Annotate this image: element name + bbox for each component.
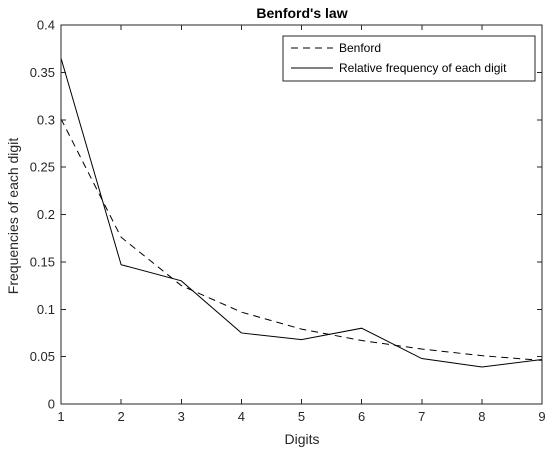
x-tick-label: 7 xyxy=(418,409,425,424)
x-tick-label: 6 xyxy=(358,409,365,424)
x-tick-label: 3 xyxy=(178,409,185,424)
x-axis-title: Digits xyxy=(284,431,319,447)
x-tick-label: 8 xyxy=(478,409,485,424)
y-tick-label: 0.25 xyxy=(30,160,55,175)
y-tick-label: 0.3 xyxy=(37,112,55,127)
legend: Benford Relative frequency of each digit xyxy=(282,35,536,82)
legend-label: Relative frequency of each digit xyxy=(339,61,507,75)
legend-label: Benford xyxy=(339,41,381,55)
x-tick-label: 4 xyxy=(238,409,245,424)
x-tick-label: 2 xyxy=(118,409,125,424)
plot-frame xyxy=(60,24,543,405)
x-tick-label: 5 xyxy=(298,409,305,424)
y-axis-title: Frequencies of each digit xyxy=(5,138,21,295)
plot-area xyxy=(60,58,543,368)
series-line-benford xyxy=(60,118,543,361)
x-tick-label: 1 xyxy=(57,409,64,424)
chart-title: Benford's law xyxy=(256,5,347,21)
series-line-relative-frequency xyxy=(60,58,543,368)
y-tick-label: 0.05 xyxy=(30,349,55,364)
y-tick-label: 0 xyxy=(48,397,55,412)
y-tick-label: 0.4 xyxy=(37,18,55,33)
axes: 1 2 3 4 5 6 7 8 9 0 0.05 0.1 0.15 0.2 0.25 0.3 0.35 0.4 xyxy=(30,18,546,425)
legend-box xyxy=(282,35,536,82)
y-tick-label: 0.15 xyxy=(30,254,55,269)
y-tick-label: 0.35 xyxy=(30,65,55,80)
x-tick-label: 9 xyxy=(538,409,545,424)
y-tick-label: 0.2 xyxy=(37,207,55,222)
y-tick-label: 0.1 xyxy=(37,302,55,317)
